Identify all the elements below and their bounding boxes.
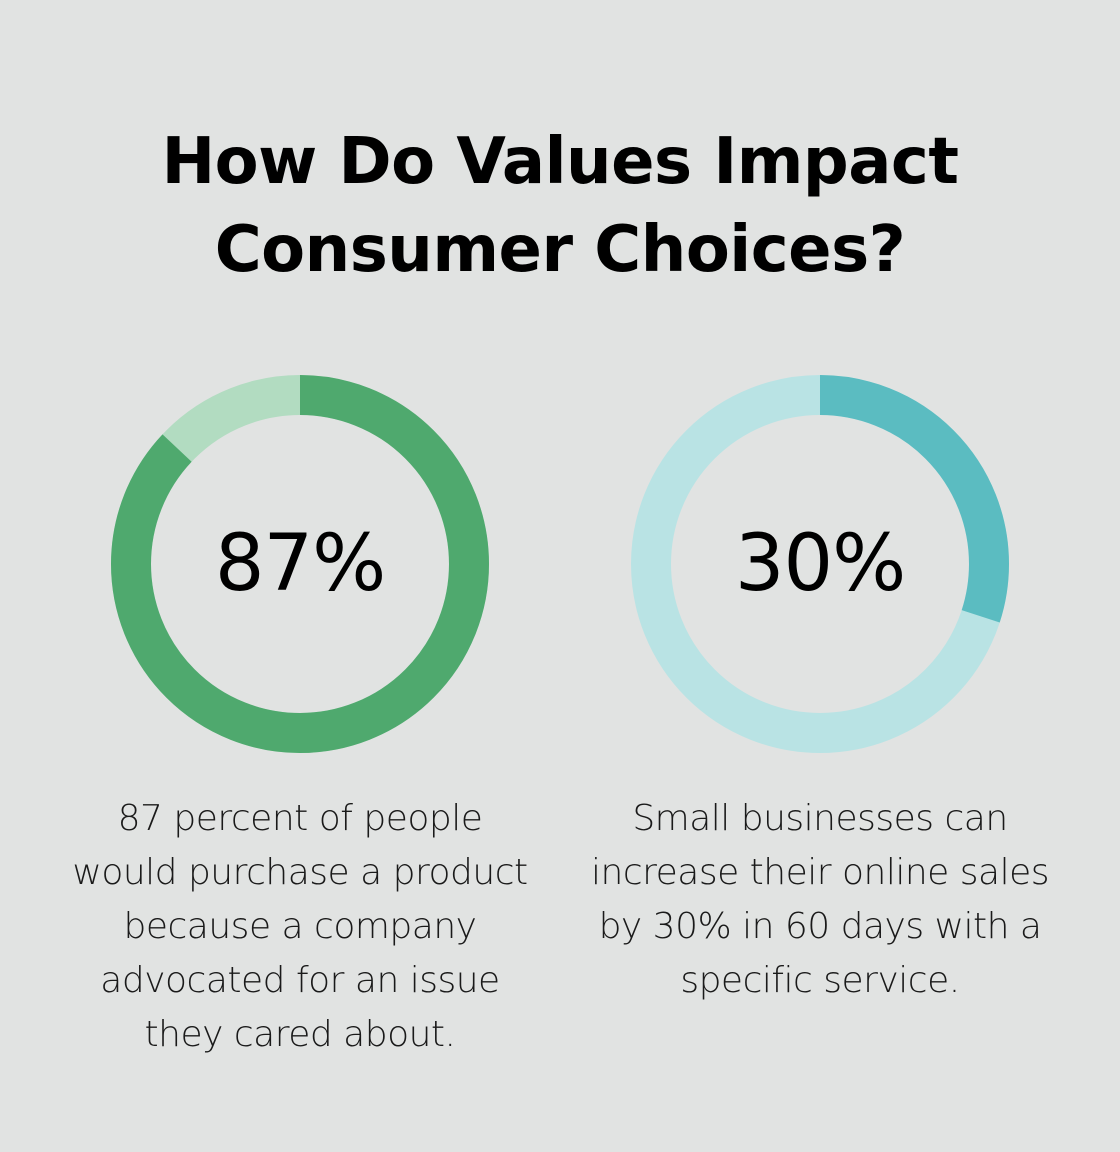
description-line: would purchase a product <box>72 852 528 893</box>
page-title: How Do Values Impact Consumer Choices? <box>0 118 1120 294</box>
donut-fill <box>631 375 1009 753</box>
stat-card-87: 87% 87 percent of people would purchase … <box>40 374 560 1134</box>
donut-svg <box>111 375 489 753</box>
donut-svg <box>631 375 1009 753</box>
description-line: they cared about. <box>144 1014 456 1055</box>
description-line: 87 percent of people <box>117 798 483 839</box>
description-line: Small businesses can <box>632 798 1008 839</box>
description-line: specific service. <box>680 960 960 1001</box>
description-line: by 30% in 60 days with a <box>598 906 1042 947</box>
stat-description: Small businesses can increase their onli… <box>560 792 1080 1008</box>
title-line-2: Consumer Choices? <box>214 213 906 287</box>
stat-value: 30% <box>734 519 906 609</box>
description-line: because a company <box>123 906 477 947</box>
donut-ring: 30% <box>630 374 1010 754</box>
donut-fill <box>111 375 489 753</box>
description-line: increase their online sales <box>591 852 1049 893</box>
donut-ring: 87% <box>110 374 490 754</box>
title-line-1: How Do Values Impact <box>161 125 959 199</box>
stat-description: 87 percent of people would purchase a pr… <box>40 792 560 1062</box>
stat-card-30: 30% Small businesses can increase their … <box>560 374 1080 1134</box>
description-line: advocated for an issue <box>100 960 500 1001</box>
stat-value: 87% <box>214 519 386 609</box>
